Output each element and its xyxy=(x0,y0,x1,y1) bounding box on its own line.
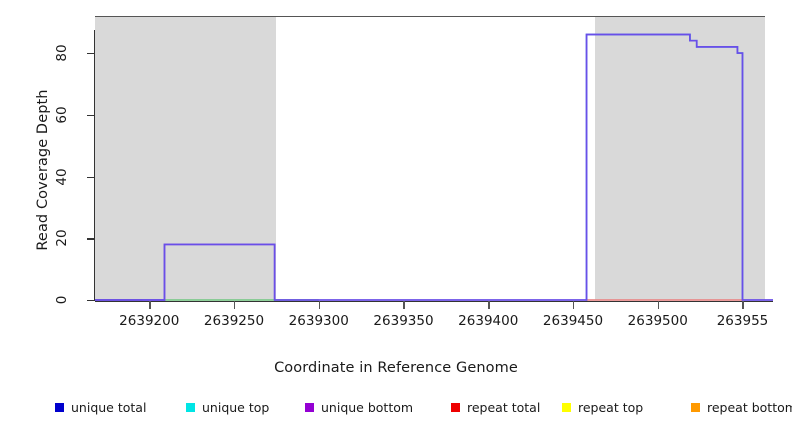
region-top-border xyxy=(95,16,277,17)
legend-item-unique-top: unique top xyxy=(186,398,269,416)
x-tick-2639450 xyxy=(572,301,575,309)
y-tick-label: 40 xyxy=(54,167,70,186)
plot-area xyxy=(95,16,773,301)
y-axis-title: Read Coverage Depth xyxy=(35,89,51,251)
x-tick-2639500 xyxy=(657,301,660,309)
legend-label: repeat top xyxy=(578,399,644,415)
x-tick-label: 2639300 xyxy=(288,313,349,329)
y-tick-label: 20 xyxy=(54,229,70,247)
legend-swatch-icon xyxy=(691,402,700,412)
y-tick-60 xyxy=(87,114,95,117)
legend-label: unique bottom xyxy=(321,399,414,415)
chart-legend: unique total unique top unique bottom repea… xyxy=(0,398,792,418)
legend-item-repeat-total: repeat total xyxy=(451,398,540,416)
legend-swatch-icon xyxy=(186,402,195,412)
legend-item-repeat-top: repeat top xyxy=(562,398,643,416)
legend-label: repeat total xyxy=(467,399,541,415)
x-tick-2639250 xyxy=(233,301,236,309)
x-axis-line xyxy=(95,301,773,303)
legend-item-repeat-bottom: repeat bottom xyxy=(691,398,792,416)
legend-swatch-icon xyxy=(562,402,571,412)
legend-swatch-icon xyxy=(451,402,460,412)
y-tick-label: 0 xyxy=(54,295,70,305)
y-tick-80 xyxy=(87,53,95,55)
x-tick-2639300 xyxy=(318,301,321,309)
shaded-region xyxy=(595,16,765,300)
legend-swatch-icon xyxy=(55,402,64,412)
x-tick-label: 2639350 xyxy=(373,313,434,329)
x-axis-title: Coordinate in Reference Genome xyxy=(274,360,518,376)
y-tick-label: 60 xyxy=(54,106,70,124)
y-tick-40 xyxy=(87,176,95,178)
legend-item-unique-total: unique total xyxy=(55,398,146,416)
legend-label: repeat bottom xyxy=(707,399,792,415)
legend-swatch-icon xyxy=(305,402,314,412)
legend-label: unique total xyxy=(71,399,147,415)
x-tick-label: 2639500 xyxy=(627,313,688,329)
series-line-unique-bottom xyxy=(95,243,276,301)
legend-label: unique top xyxy=(202,399,270,415)
x-tick-2639350 xyxy=(403,301,405,309)
series-line-unique-top xyxy=(585,33,744,300)
y-tick-0 xyxy=(87,300,95,302)
region-top-border xyxy=(276,16,596,17)
series-traces xyxy=(95,33,773,301)
y-axis-line xyxy=(94,30,96,300)
region-top-border xyxy=(595,16,765,17)
x-tick-2639550 xyxy=(742,301,744,309)
shaded-region xyxy=(95,16,277,300)
x-tick-label: 2639450 xyxy=(542,313,604,329)
x-tick-2639200 xyxy=(149,301,151,309)
legend-item-unique-bottom: unique bottom xyxy=(305,398,413,416)
y-tick-label: 80 xyxy=(54,44,70,62)
y-tick-20 xyxy=(87,238,95,240)
x-tick-2639400 xyxy=(488,301,490,309)
x-tick-label: 2639200 xyxy=(119,313,180,329)
x-tick-label: 2639250 xyxy=(203,313,265,329)
x-tick-label: 263955 xyxy=(716,313,769,329)
x-tick-label: 2639400 xyxy=(458,313,519,329)
series-line-unique-total xyxy=(95,33,773,301)
